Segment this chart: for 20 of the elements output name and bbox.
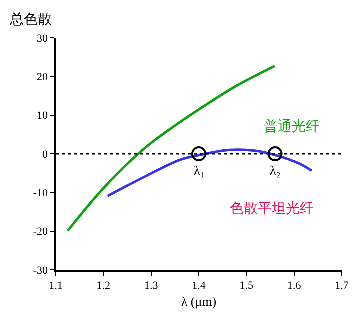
annotation: λ₂ <box>270 163 281 178</box>
annotation: λ₁ <box>194 163 205 178</box>
y-tick-label: 20 <box>37 72 49 84</box>
y-tick-label: 30 <box>37 32 49 45</box>
x-tick-label: 1.5 <box>240 280 254 292</box>
x-tick-label: 1.3 <box>144 280 159 292</box>
y-tick-label: -20 <box>33 226 49 238</box>
text: 普通光纤 <box>264 118 320 135</box>
y-tick-label: 10 <box>37 110 49 122</box>
x-tick-label: 1.7 <box>335 280 350 292</box>
x-tick-label: 1.6 <box>287 280 302 292</box>
x-tick-label: 1.2 <box>96 280 111 292</box>
x-tick-label: 1.1 <box>49 280 63 292</box>
y-tick-label: 0 <box>42 148 49 161</box>
x-axis-title: λ (μm) <box>181 294 217 310</box>
y-tick-label: -10 <box>33 188 49 200</box>
y-axis-title: 总色散 <box>9 12 52 28</box>
x-tick-label: 1.4 <box>192 280 206 292</box>
text: 色散平坦光纤 <box>230 201 314 217</box>
y-tick-label: -30 <box>33 264 49 277</box>
